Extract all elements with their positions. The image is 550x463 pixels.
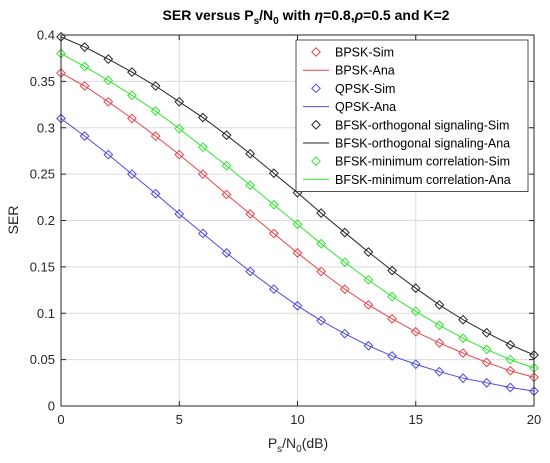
data-point xyxy=(150,188,161,199)
series-line xyxy=(60,36,535,356)
series-bpsk-ana xyxy=(60,72,535,378)
legend-item: QPSK-Ana xyxy=(303,100,396,114)
data-point xyxy=(316,238,327,249)
data-point xyxy=(221,248,232,258)
legend-swatch-marker xyxy=(311,119,321,130)
legend-swatch-marker xyxy=(311,156,321,167)
data-point xyxy=(245,148,256,159)
legend-label: BFSK-orthogonal signaling-Ana xyxy=(335,137,510,151)
data-point xyxy=(339,284,350,295)
data-point xyxy=(197,142,208,153)
data-point xyxy=(339,227,350,238)
x-axis-label: Ps/N0(dB) xyxy=(268,435,328,455)
axes xyxy=(60,34,535,407)
data-point xyxy=(150,131,161,142)
data-point xyxy=(481,377,492,388)
tick-labels: 0 5 10 15 20 0 0.05 0.1 0.15 0.2 0.25 0.3 0.35 0.4 xyxy=(30,28,542,428)
legend-box xyxy=(295,39,529,193)
data-point xyxy=(197,228,208,239)
series-qpsk-sim xyxy=(56,113,539,397)
data-point xyxy=(505,382,516,393)
data-point xyxy=(387,265,398,276)
data-point xyxy=(245,266,256,277)
y-tick-label: 0.15 xyxy=(30,259,55,274)
data-point xyxy=(363,247,374,257)
series-bfsk-minimum-correlation-ana xyxy=(60,53,535,369)
legend-item: BFSK-minimum correlation-Sim xyxy=(311,155,510,169)
data-point xyxy=(458,373,468,384)
data-point xyxy=(127,169,137,180)
y-tick-label: 0.25 xyxy=(30,167,55,182)
x-tick-label: 5 xyxy=(176,412,183,427)
data-point xyxy=(174,149,185,160)
series-bfsk-orthogonal-signaling-ana xyxy=(60,36,535,356)
series-line xyxy=(60,72,535,378)
legend-label: BFSK-minimum correlation-Ana xyxy=(335,173,511,187)
data-point xyxy=(268,284,279,295)
data-point xyxy=(174,209,185,219)
y-tick-label: 0 xyxy=(48,399,55,414)
legend: BPSK-Sim BPSK-Ana QPSK-Sim QPSK-Ana BFSK-ort… xyxy=(295,39,529,193)
series-layer xyxy=(56,31,539,397)
data-point xyxy=(268,168,279,179)
x-tick-label: 10 xyxy=(290,412,304,427)
legend-item: BFSK-minimum correlation-Ana xyxy=(303,173,511,187)
data-point xyxy=(316,208,327,218)
data-point xyxy=(221,130,232,141)
legend-swatch-marker xyxy=(311,83,321,94)
data-point xyxy=(221,189,232,200)
data-point xyxy=(292,248,303,258)
legend-label: BFSK-orthogonal signaling-Sim xyxy=(335,118,509,132)
data-point xyxy=(316,266,327,277)
data-point xyxy=(268,199,279,210)
x-tick-label: 0 xyxy=(57,412,64,427)
x-tick-label: 15 xyxy=(409,412,423,427)
data-point xyxy=(292,219,303,230)
y-tick-label: 0.4 xyxy=(37,28,55,43)
legend-swatch-marker xyxy=(311,47,321,57)
data-point xyxy=(79,131,90,142)
y-tick-label: 0.3 xyxy=(37,120,55,135)
series-line xyxy=(60,53,535,369)
data-point xyxy=(103,149,114,160)
y-axis-label: SER xyxy=(5,206,21,235)
y-tick-label: 0.1 xyxy=(37,306,55,321)
data-point xyxy=(245,180,256,191)
legend-item: BFSK-orthogonal signaling-Ana xyxy=(303,137,510,151)
data-point xyxy=(245,209,256,219)
data-point xyxy=(339,257,350,268)
x-tick-label: 20 xyxy=(527,412,541,427)
y-tick-label: 0.35 xyxy=(30,74,55,89)
legend-label: BPSK-Sim xyxy=(335,46,394,60)
legend-label: QPSK-Sim xyxy=(335,82,395,96)
y-tick-label: 0.2 xyxy=(37,213,55,228)
series-line xyxy=(60,118,535,392)
chart-title: SER versus Ps/N0 with η=0.8,ρ=0.5 and K=… xyxy=(163,7,450,27)
legend-label: QPSK-Ana xyxy=(335,100,396,114)
data-point xyxy=(174,123,185,134)
data-point xyxy=(410,283,421,294)
data-point xyxy=(197,169,208,180)
data-point xyxy=(221,160,232,171)
legend-label: BFSK-minimum correlation-Sim xyxy=(335,155,510,169)
legend-item: BFSK-orthogonal signaling-Sim xyxy=(311,118,509,132)
plot-border xyxy=(60,34,535,407)
legend-item: BPSK-Sim xyxy=(311,46,394,60)
data-point xyxy=(363,274,374,285)
y-tick-label: 0.05 xyxy=(30,352,55,367)
legend-item: BPSK-Ana xyxy=(303,64,395,78)
data-point xyxy=(268,228,279,239)
legend-label: BPSK-Ana xyxy=(335,64,395,78)
series-qpsk-ana xyxy=(60,118,535,392)
legend-item: QPSK-Sim xyxy=(311,82,395,96)
